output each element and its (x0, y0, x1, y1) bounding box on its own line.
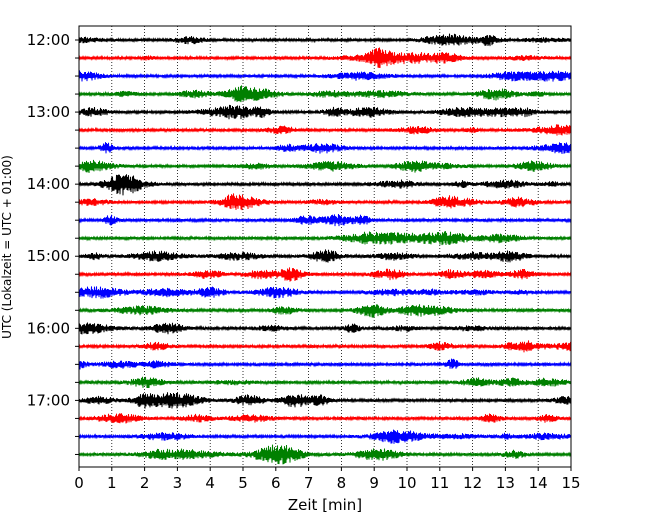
x-tick-label-10: 10 (397, 474, 416, 492)
trace-17 (78, 322, 572, 335)
x-tick-label-7: 7 (304, 474, 314, 492)
x-tick-label-6: 6 (271, 474, 281, 492)
y-tick-label-1500: 15:00 (27, 247, 70, 265)
trace-6 (78, 124, 572, 136)
trace-23 (78, 429, 572, 444)
trace-15 (78, 286, 572, 299)
trace-19 (78, 358, 572, 370)
x-axis-ticks: 0 1 2 3 4 5 6 7 8 9 10 11 12 13 14 15 (74, 467, 581, 492)
trace-20 (78, 376, 572, 389)
plot-frame (78, 25, 572, 468)
trace-16 (78, 304, 572, 318)
x-tick-label-3: 3 (173, 474, 183, 492)
x-tick-label-2: 2 (140, 474, 150, 492)
trace-5 (78, 104, 572, 120)
x-tick-label-1: 1 (107, 474, 117, 492)
trace-7 (78, 142, 572, 154)
x-tick-label-13: 13 (496, 474, 515, 492)
trace-21 (78, 392, 572, 409)
x-tick-label-8: 8 (337, 474, 347, 492)
y-tick-label-1600: 16:00 (27, 319, 70, 337)
y-tick-label-1300: 13:00 (27, 103, 70, 121)
trace-9 (78, 174, 572, 196)
x-tick-label-11: 11 (430, 474, 449, 492)
x-tick-label-14: 14 (529, 474, 548, 492)
x-tick-label-4: 4 (205, 474, 215, 492)
y-tick-label-1400: 14:00 (27, 175, 70, 193)
trace-1 (78, 33, 572, 47)
x-tick-label-9: 9 (369, 474, 379, 492)
x-tick-label-0: 0 (74, 474, 84, 492)
y-axis-title: UTC (Lokalzeit = UTC + 01:00) (0, 155, 14, 339)
trace-11 (78, 213, 572, 227)
y-axis-ticks: 12:00 13:00 14:00 15:00 16:00 17:00 (27, 31, 79, 455)
x-axis-title: Zeit [min] (288, 496, 362, 514)
x-tick-label-15: 15 (561, 474, 580, 492)
trace-18 (78, 340, 572, 353)
trace-3 (78, 70, 572, 82)
trace-4 (78, 85, 572, 103)
trace-22 (78, 413, 572, 424)
trace-24 (78, 444, 572, 465)
trace-14 (78, 267, 572, 282)
x-tick-label-5: 5 (238, 474, 248, 492)
x-tick-label-12: 12 (463, 474, 482, 492)
trace-13 (78, 249, 572, 263)
y-tick-label-1200: 12:00 (27, 31, 70, 49)
seismic-traces (78, 33, 572, 465)
trace-10 (78, 193, 572, 211)
trace-8 (78, 159, 572, 174)
trace-12 (78, 231, 572, 246)
trace-2 (78, 47, 572, 68)
y-tick-label-1700: 17:00 (27, 391, 70, 409)
